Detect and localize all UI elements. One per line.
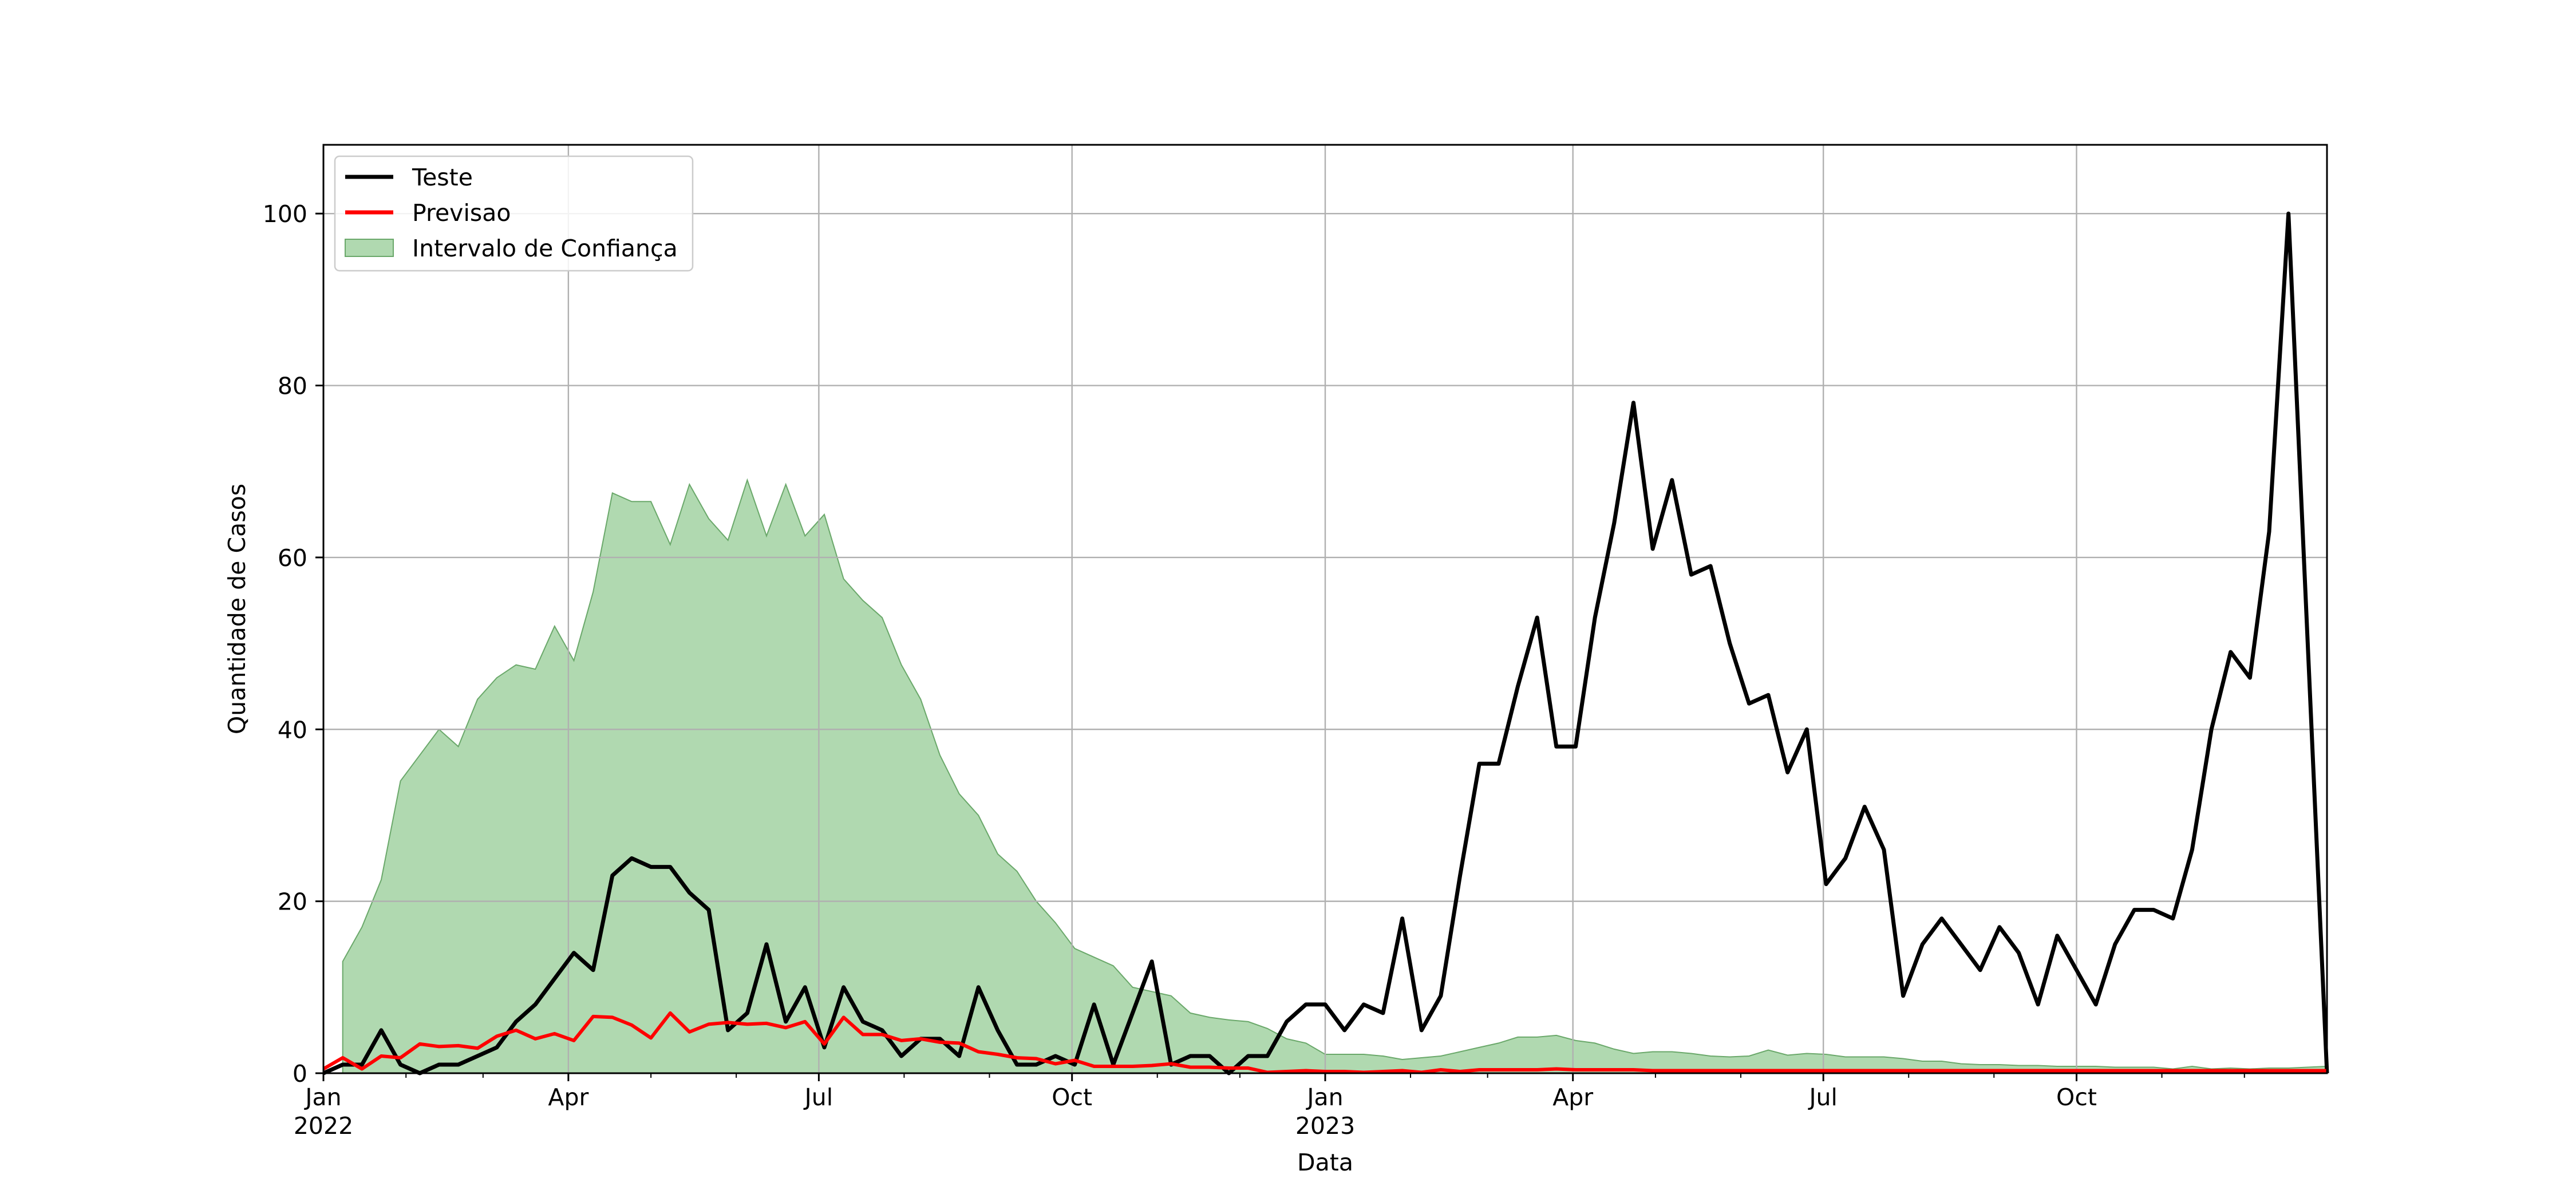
x-axis-label: Data: [1297, 1149, 1353, 1176]
y-tick-label: 60: [278, 544, 307, 572]
legend: Teste Previsao Intervalo de Confiança: [334, 155, 694, 272]
series-line-teste: [322, 211, 2329, 1076]
confidence-band-layer: [342, 478, 2328, 1074]
y-tick-label: 20: [278, 888, 307, 916]
series-line-previsao: [322, 1011, 2327, 1074]
series-layer: [322, 211, 2329, 1076]
y-axis-ticks: 0 20 40 60 80 100: [263, 200, 323, 1088]
x-tick-label: Jan: [1305, 1084, 1343, 1111]
x-tick-year-label: 2022: [294, 1112, 353, 1140]
x-tick-label: Oct: [1052, 1084, 1092, 1111]
x-tick-label: Apr: [1552, 1084, 1593, 1111]
legend-swatch-intervalo-de-confian-a: [345, 239, 394, 257]
y-axis-label: Quantidade de Casos: [223, 484, 251, 734]
legend-label-intervalo-de-confian-a: Intervalo de Confiança: [412, 235, 678, 262]
x-tick-label: Apr: [548, 1084, 588, 1111]
x-tick-label: Jan: [303, 1084, 341, 1111]
x-tick-label: Oct: [2056, 1084, 2097, 1111]
y-tick-label: 80: [278, 373, 307, 400]
x-tick-label: Jul: [1807, 1084, 1837, 1111]
legend-label-teste: Teste: [412, 164, 473, 191]
y-tick-label: 100: [263, 200, 307, 228]
y-tick-label: 40: [278, 716, 307, 744]
x-tick-year-label: 2023: [1295, 1112, 1355, 1140]
grid-layer: [323, 145, 2327, 1074]
x-tick-label: Jul: [803, 1084, 833, 1111]
y-tick-label: 0: [293, 1060, 307, 1088]
confidence-band-area: [342, 478, 2328, 1074]
legend-box: [334, 155, 694, 272]
legend-label-previsao: Previsao: [412, 199, 511, 227]
